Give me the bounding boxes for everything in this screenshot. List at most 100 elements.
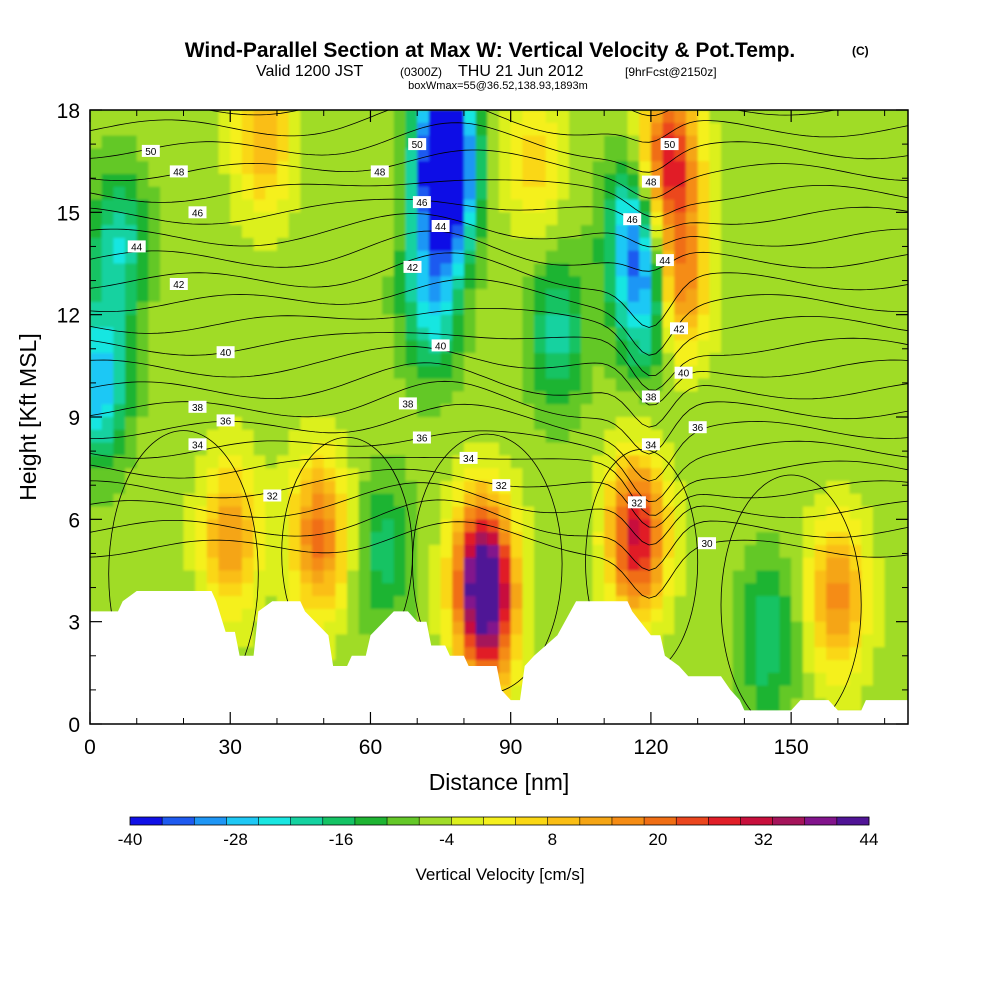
velocity-cell — [253, 557, 266, 572]
velocity-cell — [522, 212, 535, 226]
velocity-cell — [744, 621, 757, 636]
velocity-cell — [312, 404, 325, 418]
velocity-cell — [662, 225, 675, 239]
velocity-cell — [615, 186, 629, 201]
theta-contour-label: 40 — [216, 346, 235, 359]
velocity-cell — [405, 519, 418, 533]
velocity-cell — [522, 186, 535, 201]
velocity-cell — [148, 557, 161, 572]
velocity-cell — [884, 263, 897, 277]
velocity-cell — [335, 276, 348, 290]
velocity-cell — [545, 570, 559, 584]
velocity-cell — [837, 468, 851, 482]
velocity-cell — [90, 596, 103, 610]
velocity-cell — [90, 532, 103, 546]
velocity-cell — [884, 378, 897, 393]
velocity-cell — [241, 583, 255, 597]
velocity-cell — [323, 570, 336, 584]
velocity-cell — [382, 570, 395, 584]
velocity-cell — [253, 404, 266, 418]
copyright-mark: (C) — [852, 44, 869, 58]
velocity-cell — [101, 544, 114, 559]
velocity-cell — [744, 442, 757, 456]
velocity-cell — [779, 493, 792, 508]
velocity-cell — [335, 314, 348, 329]
velocity-cell — [183, 148, 196, 162]
velocity-cell — [756, 212, 769, 226]
velocity-cell — [732, 647, 745, 661]
velocity-cell — [674, 519, 687, 533]
velocity-cell — [779, 212, 792, 226]
velocity-cell — [814, 148, 827, 162]
velocity-cell — [312, 237, 325, 252]
velocity-cell — [732, 583, 745, 597]
velocity-cell — [627, 327, 640, 341]
velocity-cell — [744, 186, 757, 201]
velocity-cell — [440, 314, 453, 329]
velocity-cell — [265, 161, 278, 175]
velocity-cell — [195, 173, 208, 188]
velocity-cell — [861, 634, 874, 648]
velocity-cell — [382, 110, 395, 124]
velocity-cell — [592, 378, 605, 393]
velocity-cell — [323, 237, 336, 252]
velocity-cell — [90, 110, 103, 124]
velocity-cell — [358, 583, 372, 597]
velocity-cell — [428, 314, 442, 329]
velocity-cell — [382, 314, 395, 329]
velocity-cell — [288, 442, 301, 456]
velocity-cell — [101, 314, 114, 329]
velocity-cell — [125, 365, 138, 380]
velocity-cell — [463, 148, 477, 162]
velocity-cell — [358, 199, 372, 213]
velocity-cell — [405, 468, 418, 482]
velocity-cell — [125, 327, 138, 341]
velocity-cell — [276, 225, 290, 239]
velocity-cell — [463, 263, 477, 277]
velocity-cell — [884, 468, 897, 482]
velocity-cell — [417, 378, 430, 393]
velocity-cell — [545, 468, 559, 482]
velocity-cell — [615, 532, 629, 546]
velocity-cell — [884, 110, 897, 124]
velocity-cell — [779, 519, 792, 533]
velocity-cell — [884, 519, 897, 533]
velocity-cell — [195, 122, 208, 137]
velocity-cell — [744, 429, 757, 444]
x-tick-label: 0 — [84, 736, 96, 759]
velocity-cell — [861, 685, 874, 700]
velocity-cell — [627, 263, 640, 277]
velocity-cell — [685, 557, 699, 572]
velocity-cell — [148, 173, 161, 188]
velocity-cell — [849, 173, 862, 188]
velocity-cell — [732, 557, 745, 572]
velocity-cell — [230, 212, 243, 226]
velocity-cell — [744, 570, 757, 584]
velocity-cell — [347, 480, 360, 495]
velocity-cell — [779, 237, 792, 252]
velocity-cell — [347, 532, 360, 546]
velocity-cell — [837, 314, 851, 329]
velocity-cell — [557, 519, 570, 533]
velocity-cell — [604, 263, 617, 277]
velocity-cell — [627, 417, 640, 431]
velocity-cell — [685, 391, 699, 405]
velocity-cell — [639, 455, 652, 469]
velocity-cell — [428, 186, 442, 201]
colorbar-tick-label: -4 — [439, 830, 454, 849]
velocity-cell — [113, 532, 126, 546]
contour-label-text: 42 — [173, 280, 185, 291]
velocity-cell — [358, 135, 372, 149]
velocity-cell — [312, 173, 325, 188]
velocity-cell — [90, 250, 103, 265]
velocity-cell — [732, 506, 745, 520]
velocity-cell — [475, 340, 488, 354]
velocity-cell — [744, 340, 757, 354]
velocity-cell — [428, 148, 442, 162]
velocity-cell — [639, 340, 652, 354]
velocity-cell — [218, 557, 231, 572]
velocity-cell — [534, 199, 547, 213]
velocity-cell — [884, 199, 897, 213]
velocity-cell — [522, 225, 535, 239]
velocity-cell — [358, 237, 372, 252]
